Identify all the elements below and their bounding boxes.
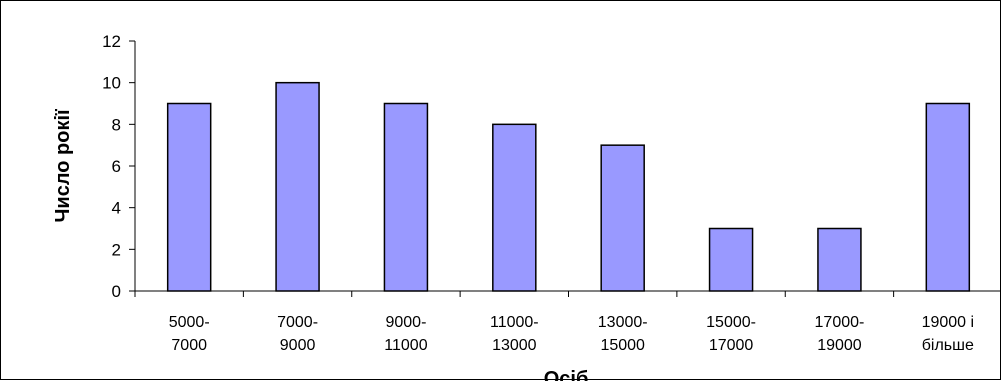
bar	[492, 123, 537, 292]
y-axis: 0 2 4 6 8 10 12	[102, 32, 136, 301]
x-category-label-line: 19000	[817, 337, 862, 354]
bars	[166, 81, 971, 292]
x-category-label: 11000- 13000	[490, 314, 539, 354]
x-category-label-line: 17000	[709, 337, 754, 354]
y-tick-label: 4	[112, 199, 121, 218]
bar	[275, 81, 320, 292]
x-category-label-line: 11000	[384, 337, 427, 354]
y-tick-label: 6	[112, 157, 121, 176]
x-category-label-line: більше	[922, 337, 974, 354]
x-category-label-line: 7000	[171, 337, 207, 354]
y-tick-label: 10	[102, 74, 121, 93]
x-category-label: 9000- 11000	[384, 314, 427, 354]
x-category-label-line: 5000-	[169, 314, 210, 331]
x-category-label: 19000 і більше	[922, 314, 975, 354]
y-tick-label: 8	[112, 115, 121, 134]
y-tick-label: 12	[102, 32, 121, 51]
x-category-label-line: 11000-	[490, 314, 539, 331]
x-axis: 5000-70007000-90009000-1100011000-130001…	[134, 290, 1001, 354]
x-category-label-line: 17000-	[815, 314, 865, 331]
x-category-label-line: 13000-	[598, 314, 648, 331]
x-category-label: 7000- 9000	[277, 314, 318, 354]
y-tick-label: 0	[112, 282, 121, 301]
x-axis-title: Осіб	[544, 368, 589, 381]
y-axis-title: Число рокії	[52, 109, 74, 223]
x-category-label-line: 7000-	[277, 314, 318, 331]
x-category-label: 5000- 7000	[169, 314, 210, 354]
x-category-label-line: 15000	[600, 337, 645, 354]
bar	[600, 144, 645, 292]
x-category-label: 15000- 17000	[706, 314, 756, 354]
x-category-label-line: 15000-	[706, 314, 756, 331]
x-category-label: 13000- 15000	[598, 314, 648, 354]
bar	[166, 102, 212, 292]
bar	[817, 227, 862, 292]
x-category-label-line: 9000	[280, 337, 316, 354]
x-category-label-line: 13000	[492, 337, 537, 354]
x-category-label-line: 9000-	[385, 314, 426, 331]
x-category-label-line: 19000 і	[922, 314, 975, 331]
bar	[708, 227, 754, 292]
x-category-label: 17000- 19000	[815, 314, 865, 354]
bar	[925, 102, 971, 292]
y-tick-label: 2	[112, 240, 121, 259]
bar	[383, 102, 429, 292]
